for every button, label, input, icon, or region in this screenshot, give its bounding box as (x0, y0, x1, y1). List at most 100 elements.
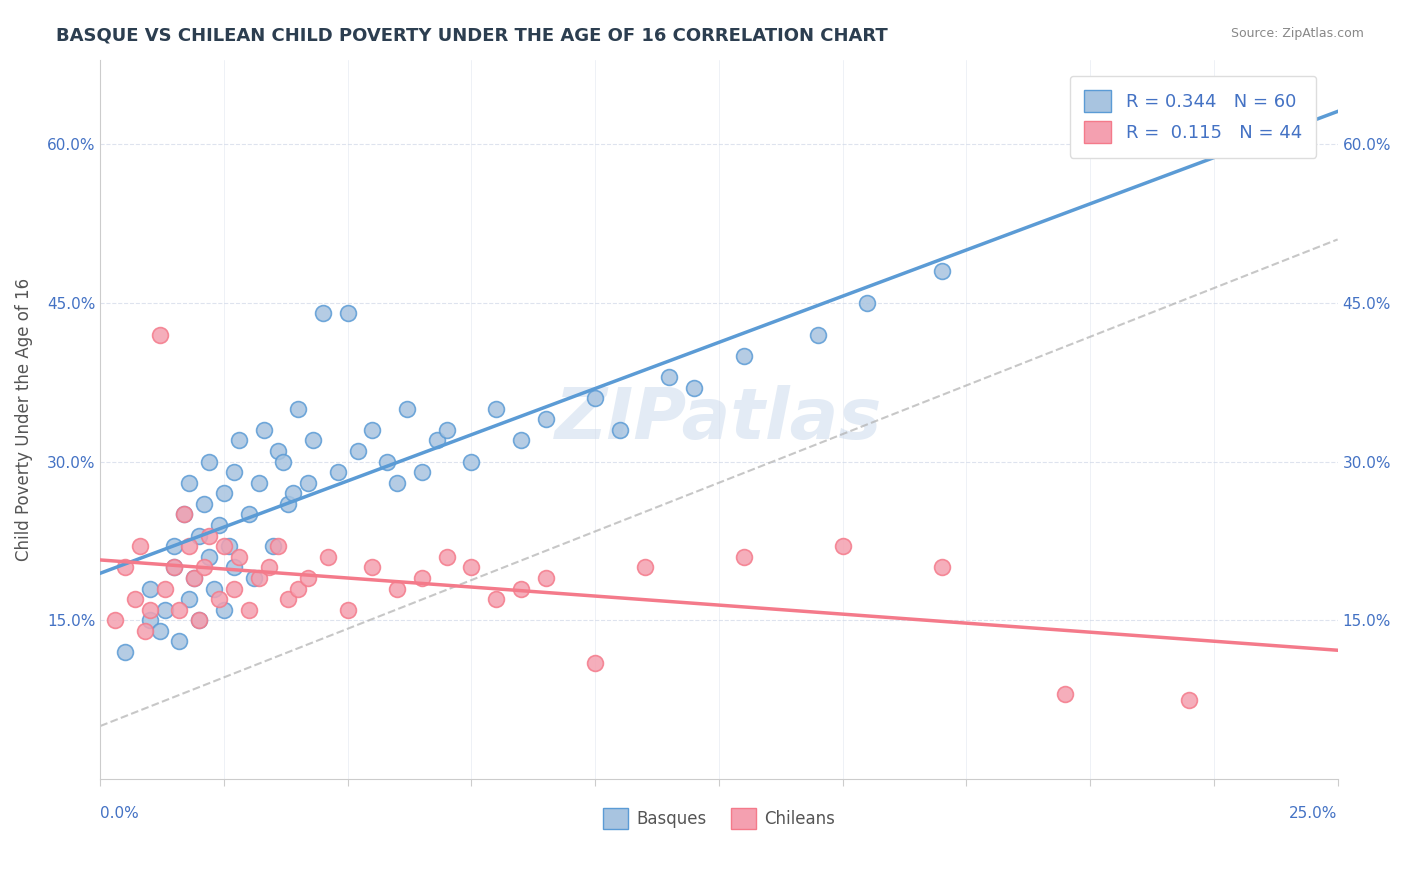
Point (336, 306, 359, 320)
Point (247, 571, 270, 585)
Point (183, 571, 205, 585)
Point (208, 518, 231, 533)
Point (163, 560, 186, 574)
Point (252, 423, 274, 437)
Point (336, 602, 359, 616)
Point (218, 539, 240, 553)
Point (139, 582, 162, 596)
Point (257, 560, 280, 574)
Point (297, 571, 319, 585)
Point (856, 296, 879, 310)
Legend: Basques, Chileans: Basques, Chileans (596, 802, 842, 835)
Point (460, 560, 482, 574)
Y-axis label: Child Poverty Under the Age of 16: Child Poverty Under the Age of 16 (15, 277, 32, 561)
Point (485, 592, 508, 607)
Point (222, 582, 245, 596)
Point (179, 475, 201, 490)
Point (149, 327, 172, 342)
Point (163, 560, 186, 574)
Point (208, 592, 231, 607)
Point (411, 465, 433, 479)
Point (683, 380, 706, 394)
Point (198, 454, 221, 468)
Point (139, 602, 162, 616)
Point (193, 497, 215, 511)
Text: ZIPatlas: ZIPatlas (555, 384, 883, 454)
Point (297, 475, 319, 490)
Point (273, 454, 295, 468)
Point (128, 539, 150, 553)
Point (267, 444, 290, 458)
Point (436, 549, 458, 564)
Point (212, 602, 235, 616)
Point (153, 602, 176, 616)
Point (807, 327, 830, 342)
Point (202, 582, 225, 596)
Point (534, 412, 557, 426)
Text: Source: ZipAtlas.com: Source: ZipAtlas.com (1230, 27, 1364, 40)
Point (287, 582, 309, 596)
Point (222, 465, 245, 479)
Point (114, 560, 136, 574)
Point (169, 602, 191, 616)
Point (212, 486, 235, 500)
Point (609, 423, 631, 437)
Point (263, 539, 285, 553)
Point (283, 486, 305, 500)
Point (228, 434, 250, 448)
Point (583, 656, 606, 670)
Point (361, 560, 384, 574)
Text: 25.0%: 25.0% (1289, 806, 1337, 822)
Point (931, 264, 953, 278)
Point (346, 444, 368, 458)
Point (510, 582, 533, 596)
Point (188, 613, 211, 627)
Point (733, 549, 755, 564)
Text: BASQUE VS CHILEAN CHILD POVERTY UNDER THE AGE OF 16 CORRELATION CHART: BASQUE VS CHILEAN CHILD POVERTY UNDER TH… (56, 27, 889, 45)
Point (228, 549, 250, 564)
Point (316, 549, 339, 564)
Point (242, 571, 264, 585)
Point (277, 592, 299, 607)
Point (302, 434, 325, 448)
Point (658, 370, 681, 384)
Point (831, 539, 853, 553)
Point (534, 571, 557, 585)
Point (287, 401, 309, 416)
Point (387, 582, 409, 596)
Point (179, 539, 201, 553)
Point (198, 549, 221, 564)
Point (134, 624, 156, 638)
Point (634, 560, 657, 574)
Point (114, 645, 136, 659)
Point (139, 613, 162, 627)
Point (485, 401, 508, 416)
Point (387, 475, 409, 490)
Point (169, 634, 191, 648)
Point (222, 560, 245, 574)
Point (326, 465, 349, 479)
Point (149, 624, 172, 638)
Point (396, 401, 419, 416)
Point (238, 602, 260, 616)
Point (1054, 687, 1077, 701)
Point (247, 475, 270, 490)
Point (312, 306, 335, 320)
Point (163, 539, 186, 553)
Point (426, 434, 449, 448)
Point (510, 434, 533, 448)
Point (1178, 692, 1201, 706)
Point (267, 539, 290, 553)
Point (153, 582, 176, 596)
Point (375, 454, 398, 468)
Point (104, 613, 127, 627)
Point (361, 423, 384, 437)
Point (212, 539, 235, 553)
Point (411, 571, 433, 585)
Point (193, 560, 215, 574)
Point (183, 571, 205, 585)
Point (179, 592, 201, 607)
Point (188, 528, 211, 542)
Point (436, 423, 458, 437)
Point (733, 349, 755, 363)
